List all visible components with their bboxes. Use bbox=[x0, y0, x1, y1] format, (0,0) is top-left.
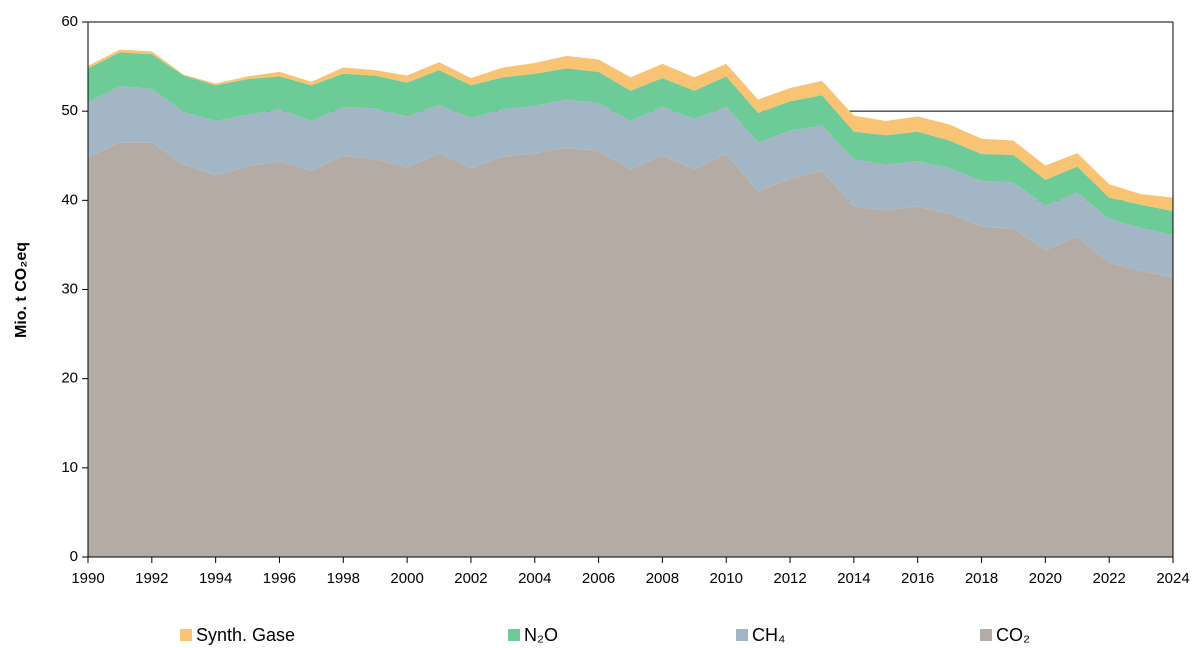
x-tick-label: 1994 bbox=[199, 570, 232, 587]
x-tick-label: 2000 bbox=[390, 570, 423, 587]
x-tick-label: 1992 bbox=[135, 570, 168, 587]
legend-label: N₂O bbox=[524, 625, 558, 645]
x-tick-label: 2006 bbox=[582, 570, 615, 587]
x-tick-label: 2014 bbox=[837, 570, 870, 587]
x-tick-label: 2008 bbox=[646, 570, 679, 587]
x-tick-label: 2012 bbox=[773, 570, 806, 587]
area bbox=[88, 86, 1173, 278]
legend-swatch bbox=[736, 629, 748, 641]
x-tick-label: 2022 bbox=[1092, 570, 1125, 587]
y-tick-label: 60 bbox=[61, 13, 78, 30]
legend-swatch bbox=[980, 629, 992, 641]
x-tick-label: 2002 bbox=[454, 570, 487, 587]
y-tick-label: 20 bbox=[61, 370, 78, 387]
x-tick-label: 2004 bbox=[518, 570, 551, 587]
area bbox=[88, 52, 1173, 236]
legend-label: Synth. Gase bbox=[196, 625, 295, 645]
y-tick-label: 50 bbox=[61, 102, 78, 119]
x-tick-label: 1990 bbox=[71, 570, 104, 587]
y-tick-label: 0 bbox=[70, 548, 78, 565]
legend-swatch bbox=[508, 629, 520, 641]
area bbox=[88, 49, 1173, 212]
y-tick-label: 10 bbox=[61, 459, 78, 476]
x-tick-label: 2016 bbox=[901, 570, 934, 587]
area bbox=[88, 142, 1173, 557]
x-tick-label: 2010 bbox=[710, 570, 743, 587]
x-tick-label: 1996 bbox=[263, 570, 296, 587]
x-tick-label: 2024 bbox=[1156, 570, 1189, 587]
y-tick-label: 40 bbox=[61, 191, 78, 208]
y-tick-label: 30 bbox=[61, 280, 78, 297]
legend-label: CO₂ bbox=[996, 625, 1030, 645]
x-tick-label: 2020 bbox=[1029, 570, 1062, 587]
x-tick-label: 1998 bbox=[327, 570, 360, 587]
y-axis-label: Mio. t CO₂eq bbox=[13, 242, 30, 338]
legend-swatch bbox=[180, 629, 192, 641]
x-tick-label: 2018 bbox=[965, 570, 998, 587]
legend-label: CH₄ bbox=[752, 625, 785, 645]
